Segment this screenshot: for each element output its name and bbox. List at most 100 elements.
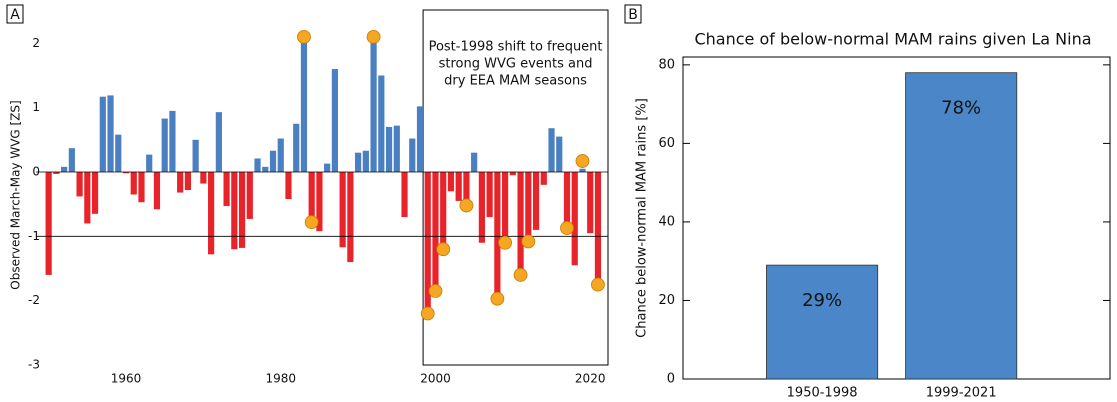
x-tick-label: 1950-1998 bbox=[787, 386, 858, 401]
annotation-text: Post-1998 shift to frequent bbox=[429, 40, 603, 55]
y-tick-label: 2 bbox=[32, 36, 40, 50]
bar bbox=[447, 171, 455, 192]
marker bbox=[521, 234, 536, 249]
marker bbox=[459, 198, 474, 213]
bar bbox=[370, 36, 377, 172]
marker bbox=[490, 291, 505, 306]
y-tick-label: 60 bbox=[658, 136, 675, 151]
chart-title: Chance of below-normal MAM rains given L… bbox=[694, 30, 1091, 49]
bar bbox=[138, 171, 145, 203]
bar bbox=[107, 95, 114, 172]
bar bbox=[432, 171, 439, 292]
bar bbox=[177, 171, 184, 193]
bar bbox=[478, 171, 485, 243]
bar bbox=[91, 171, 99, 214]
bar bbox=[308, 171, 315, 223]
marker bbox=[420, 306, 435, 321]
bar bbox=[587, 171, 594, 234]
bar bbox=[184, 171, 191, 190]
bar bbox=[471, 152, 478, 172]
value-label: 78% bbox=[941, 98, 981, 119]
value-label: 29% bbox=[802, 290, 842, 311]
y-tick-label: 40 bbox=[658, 214, 675, 229]
bar bbox=[324, 163, 331, 172]
bar bbox=[200, 171, 207, 184]
bar bbox=[146, 154, 153, 172]
marker bbox=[366, 29, 381, 44]
y-tick-label: -3 bbox=[28, 358, 40, 372]
y-tick-label: 0 bbox=[667, 372, 675, 387]
bar bbox=[61, 166, 68, 172]
y-tick-label: 80 bbox=[658, 57, 675, 72]
bar bbox=[440, 171, 447, 250]
bar bbox=[45, 171, 52, 275]
bar bbox=[571, 171, 578, 266]
marker bbox=[513, 268, 528, 282]
panel-label-box bbox=[624, 4, 642, 24]
bar bbox=[262, 166, 269, 172]
bar bbox=[331, 69, 338, 172]
bar bbox=[401, 171, 408, 218]
bar bbox=[494, 171, 501, 299]
bar bbox=[766, 264, 879, 380]
marker bbox=[297, 29, 311, 44]
bar bbox=[502, 171, 509, 243]
bar bbox=[246, 171, 253, 219]
bar bbox=[223, 171, 230, 207]
marker bbox=[304, 215, 319, 230]
bar bbox=[84, 171, 91, 224]
bar bbox=[525, 171, 532, 242]
bar bbox=[130, 171, 137, 195]
bar bbox=[269, 150, 277, 172]
bar bbox=[115, 134, 122, 172]
annotation-text: dry EEA MAM seasons bbox=[444, 74, 587, 89]
bar bbox=[517, 171, 524, 275]
y-tick-label: 1 bbox=[32, 100, 40, 114]
bar bbox=[378, 75, 385, 172]
bar bbox=[532, 171, 540, 230]
bar bbox=[153, 171, 161, 210]
bar bbox=[594, 171, 602, 285]
x-tick-label: 1980 bbox=[265, 372, 296, 386]
bar bbox=[393, 125, 400, 172]
marker bbox=[575, 154, 590, 168]
y-tick-label: -2 bbox=[28, 293, 40, 307]
bar bbox=[169, 110, 176, 172]
bar bbox=[68, 148, 75, 172]
bar bbox=[509, 171, 516, 176]
bar bbox=[355, 152, 362, 172]
bar bbox=[455, 171, 462, 201]
bar bbox=[339, 171, 346, 248]
marker bbox=[436, 242, 451, 257]
bar bbox=[122, 171, 130, 174]
bar bbox=[99, 96, 106, 172]
bar bbox=[347, 171, 354, 263]
bar bbox=[277, 138, 284, 172]
bar bbox=[540, 171, 547, 185]
x-tick-label: 1999-2021 bbox=[926, 386, 997, 401]
bar bbox=[409, 138, 416, 172]
bar bbox=[424, 171, 431, 314]
marker bbox=[591, 277, 605, 292]
bar bbox=[76, 171, 83, 197]
bar bbox=[215, 112, 222, 172]
bar bbox=[463, 171, 470, 206]
bar bbox=[548, 128, 555, 172]
bar bbox=[231, 171, 238, 250]
bar bbox=[556, 136, 563, 172]
bar bbox=[563, 171, 571, 228]
bar bbox=[316, 171, 323, 232]
bar bbox=[486, 171, 493, 218]
marker bbox=[428, 284, 443, 298]
bar bbox=[238, 171, 246, 248]
marker bbox=[498, 235, 513, 250]
bar bbox=[285, 171, 292, 200]
bar bbox=[161, 118, 168, 172]
annotation-box bbox=[422, 9, 609, 366]
panel-label: A bbox=[10, 7, 20, 23]
panel-label: B bbox=[628, 7, 638, 23]
x-tick-label: 2020 bbox=[575, 372, 606, 386]
y-tick-label: 0 bbox=[32, 164, 40, 178]
bar bbox=[579, 168, 586, 172]
